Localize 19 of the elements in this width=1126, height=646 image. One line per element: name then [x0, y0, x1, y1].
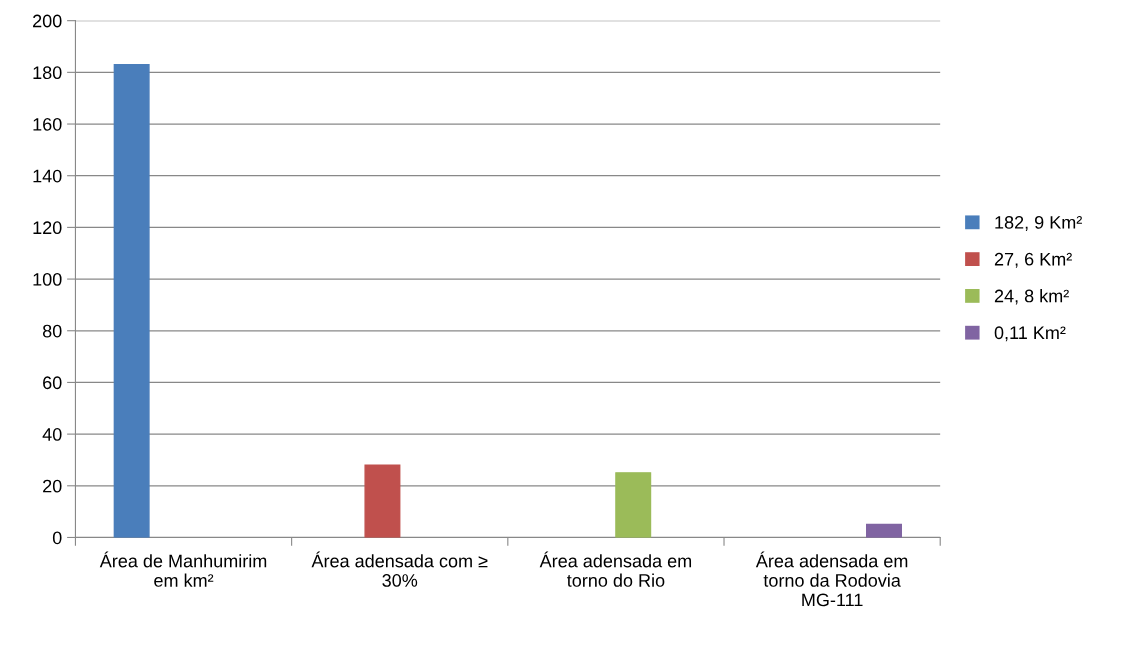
legend-label: 182, 9 Km²	[995, 216, 1082, 231]
y-tick-label: 80	[42, 324, 62, 338]
legend-label: 24, 8 km²	[994, 289, 1069, 305]
y-tick-label: 180	[33, 66, 62, 80]
y-tick-label: 20	[43, 479, 62, 493]
x-tick-label: Área adensada em torno do Rio	[539, 551, 692, 587]
y-tick-label: 60	[43, 376, 62, 390]
y-tick-label: 140	[33, 169, 62, 183]
y-tick-label: 160	[33, 117, 62, 131]
legend-label: 0,11 Km²	[994, 326, 1066, 342]
y-tick-label: 0	[52, 531, 62, 545]
y-tick-label: 40	[42, 428, 62, 441]
y-tick-label: 120	[33, 221, 62, 235]
x-tick-label: Área de Manhumirim em km²	[99, 551, 267, 587]
legend-label: 27, 6 Km²	[994, 252, 1072, 268]
x-tick-label: Área adensada com ≥ 30%	[311, 551, 488, 587]
y-tick-label: 100	[33, 273, 62, 286]
y-tick-label: 200	[33, 14, 62, 28]
x-tick-label: Área adensada em torno da Rodovia MG-111	[755, 551, 908, 607]
